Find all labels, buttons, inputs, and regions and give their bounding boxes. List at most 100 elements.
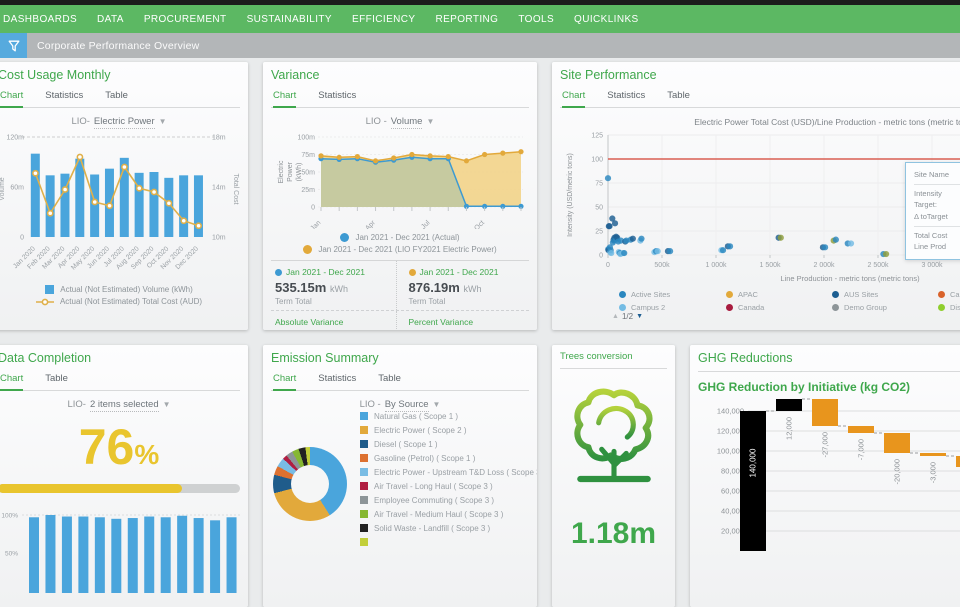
panel-title-trees: Trees conversion <box>560 351 633 362</box>
tab-statistics[interactable]: Statistics <box>45 90 84 101</box>
svg-text:120m: 120m <box>6 135 24 142</box>
pager-up-icon[interactable]: ▲ <box>612 313 619 320</box>
legend-item[interactable]: AUS Sites <box>832 288 887 301</box>
nav-item-reporting[interactable]: REPORTING <box>435 13 499 25</box>
window-top-strip <box>0 0 960 5</box>
legend-item[interactable]: Car <box>938 288 960 301</box>
svg-text:100,000: 100,000 <box>717 447 744 456</box>
legend-item[interactable]: Employee Commuting ( Scope 3 ) <box>360 493 537 507</box>
legend-item[interactable]: Natural Gas ( Scope 1 ) <box>360 409 537 423</box>
tab-table[interactable]: Table <box>105 90 128 101</box>
variance-chart[interactable]: 100m 75m 50m 25m 0 Jan Apr Jul Oct Electric Power(… <box>271 129 529 229</box>
legend-item[interactable]: Solid Waste - Landfill ( Scope 3 ) <box>360 521 537 535</box>
legend-item[interactable]: Air Travel - Medium Haul ( Scope 3 ) <box>360 507 537 521</box>
legend-item[interactable]: Actual (Not Estimated) Volume (kWh) <box>45 285 193 294</box>
svg-text:50m: 50m <box>301 170 315 177</box>
legend-item[interactable]: Jan 2021 - Dec 2021 (Actual) <box>340 233 460 242</box>
stat-unit: kWh <box>463 284 482 294</box>
actual-dot <box>275 268 282 276</box>
percent-variance-stat: Percent Variance ▼ 8.03% <box>395 311 530 330</box>
tab-table[interactable]: Table <box>45 373 68 384</box>
filter-icon <box>8 40 19 51</box>
cost-usage-series-selector[interactable]: LIO- Electric Power ▼ <box>0 116 240 129</box>
variance-series-selector[interactable]: LIO - Volume ▼ <box>271 116 529 129</box>
stat-label: Percent Variance <box>408 317 474 327</box>
stat-caption: Term Total <box>408 297 446 306</box>
legend-item[interactable]: APAC <box>726 288 764 301</box>
legend-item[interactable]: Air Travel - Long Haul ( Scope 3 ) <box>360 479 537 493</box>
legend-item[interactable]: Gasoline (Petrol) ( Scope 1 ) <box>360 451 537 465</box>
series-dot <box>726 304 733 311</box>
data-completion-chart[interactable]: 100% 50% <box>0 497 240 593</box>
panel-cost-usage: Cost Usage Monthly Chart Statistics Table … <box>0 62 248 330</box>
legend-item[interactable]: Active Sites <box>619 288 670 301</box>
data-completion-selector[interactable]: LIO- 2 items selected ▼ <box>0 399 240 412</box>
slice-swatch <box>360 496 368 504</box>
tab-chart[interactable]: Chart <box>273 90 297 108</box>
svg-text:0: 0 <box>606 262 610 269</box>
tab-chart[interactable]: Chart <box>562 90 586 108</box>
variance-tabbar: Chart Statistics <box>271 90 529 108</box>
legend-item[interactable]: Actual (Not Estimated) Total Cost (AUD) <box>35 297 202 306</box>
nav-item-quicklinks[interactable]: QUICKLINKS <box>574 13 639 25</box>
svg-text:-7,000: -7,000 <box>857 439 866 460</box>
legend-item[interactable]: Canada <box>726 301 764 314</box>
svg-text:60,000: 60,000 <box>721 487 744 496</box>
tab-chart[interactable]: Chart <box>0 373 24 391</box>
nav-item-data[interactable]: DATA <box>97 13 124 25</box>
series-dot <box>832 304 839 311</box>
site-performance-tabbar: Chart Statistics Table <box>560 90 960 108</box>
panel-variance: Variance Chart Statistics LIO - Volume ▼ 10… <box>263 62 537 330</box>
tab-table[interactable]: Table <box>378 373 401 384</box>
tab-chart[interactable]: Chart <box>273 373 297 391</box>
svg-text:125: 125 <box>591 133 603 140</box>
tab-statistics[interactable]: Statistics <box>318 90 357 101</box>
legend-item[interactable]: Demo Group <box>832 301 887 314</box>
svg-text:40,000: 40,000 <box>721 507 744 516</box>
svg-text:3 000k: 3 000k <box>921 262 943 269</box>
nav-item-dashboards[interactable]: DASHBOARDS <box>3 13 78 25</box>
panel-title-variance: Variance <box>271 68 320 82</box>
nav-item-efficiency[interactable]: EFFICIENCY <box>352 13 416 25</box>
filter-button[interactable] <box>0 33 27 58</box>
tab-statistics[interactable]: Statistics <box>607 90 646 101</box>
legend-item[interactable]: Dis <box>938 301 960 314</box>
pager-down-icon[interactable]: ▼ <box>636 313 643 320</box>
panel-emission-summary: Emission Summary Chart Statistics Table LI… <box>263 345 537 607</box>
ghg-waterfall-chart[interactable]: 140,000 120,000 100,000 80,000 60,000 40,000 2… <box>698 398 960 558</box>
legend-item[interactable]: Campus 2 <box>619 301 670 314</box>
tab-statistics[interactable]: Statistics <box>318 373 357 384</box>
scatter-chart-title: Electric Power Total Cost (USD)/Line Pro… <box>694 117 960 127</box>
tree-icon <box>573 388 652 483</box>
emission-donut-chart[interactable] <box>273 447 347 521</box>
legend-item[interactable] <box>360 535 537 549</box>
chevron-down-icon: ▼ <box>162 400 171 409</box>
cost-usage-chart[interactable]: 120m 60m 0 18m 14m 10m Jan 2020 Feb 2020 Mar 202… <box>0 129 240 281</box>
cost-usage-tabbar: Chart Statistics Table <box>0 90 240 108</box>
svg-text:0: 0 <box>311 205 315 212</box>
svg-text:-20,000: -20,000 <box>893 459 902 484</box>
emission-summary-selector[interactable]: LIO - By Source ▼ <box>271 399 529 412</box>
data-completion-tabbar: Chart Table <box>0 373 240 391</box>
svg-text:Jan: Jan <box>309 219 322 229</box>
svg-text:100m: 100m <box>297 135 315 142</box>
legend-item[interactable]: Jan 2021 - Dec 2021 (LIO FY2021 Electric… <box>303 245 497 254</box>
selector-value[interactable]: Volume <box>390 116 423 129</box>
site-performance-chart[interactable]: 0 25 50 75 100 125 0 500k 1 000k 1 500k 2 000k 2 50… <box>560 127 960 293</box>
tab-chart[interactable]: Chart <box>0 90 24 108</box>
svg-text:500k: 500k <box>654 262 670 269</box>
selector-value[interactable]: Electric Power <box>93 116 155 129</box>
selector-value[interactable]: 2 items selected <box>89 399 159 412</box>
series-dot <box>726 291 733 298</box>
tab-table[interactable]: Table <box>667 90 690 101</box>
nav-item-procurement[interactable]: PROCUREMENT <box>143 13 227 25</box>
nav-item-tools[interactable]: TOOLS <box>518 13 555 25</box>
selector-value[interactable]: By Source <box>384 399 429 412</box>
svg-text:25: 25 <box>595 229 603 236</box>
legend-item[interactable]: Electric Power - Upstream T&D Loss ( Sco… <box>360 465 537 479</box>
legend-item[interactable]: Electric Power ( Scope 2 ) <box>360 423 537 437</box>
nav-item-sustainability[interactable]: SUSTAINABILITY <box>246 13 332 25</box>
svg-text:120,000: 120,000 <box>717 427 744 436</box>
line-marker-swatch <box>35 298 54 305</box>
legend-item[interactable]: Diesel ( Scope 1 ) <box>360 437 537 451</box>
